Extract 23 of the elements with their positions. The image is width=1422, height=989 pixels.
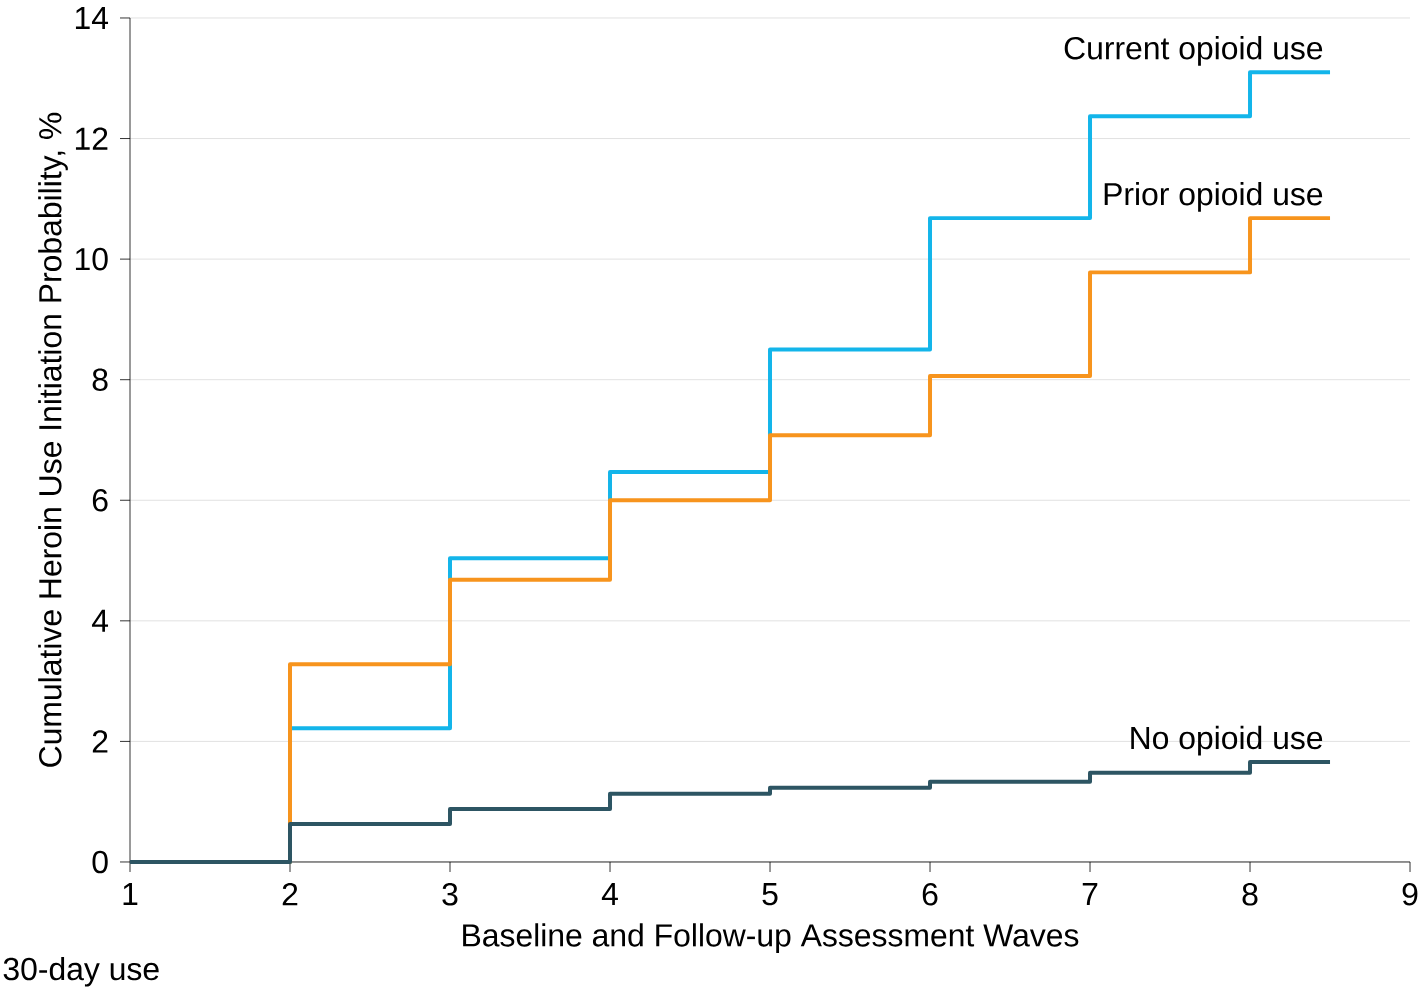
x-tick-label: 6 [922, 883, 938, 906]
x-tick-label: 1 [123, 883, 138, 905]
x-axis-title: Baseline and Follow-up Assessment Waves [463, 923, 1079, 953]
y-tick-label: 4 [91, 609, 109, 632]
x-tick-label: 2 [282, 883, 298, 906]
series-label: Current opioid use [1064, 36, 1323, 66]
y-tick-label: 10 [75, 247, 108, 271]
y-tick-label: 8 [92, 368, 108, 391]
y-tick-label: 14 [75, 7, 109, 29]
y-tick-label: 6 [92, 488, 108, 512]
y-tick-label: 0 [92, 850, 108, 874]
x-tick-label: 8 [1242, 883, 1258, 906]
x-tick-label: 9 [1402, 883, 1418, 906]
y-axis-title: Cumulative Heroin Use Initiation Probability, % [38, 112, 68, 767]
series-label: Prior opioid use [1104, 182, 1323, 212]
x-tick-label: 3 [442, 883, 458, 906]
y-tick-label: 2 [92, 730, 108, 753]
x-tick-label: 5 [762, 883, 778, 906]
y-tick-label: 12 [75, 127, 108, 150]
series-label: No opioid use [1131, 725, 1323, 756]
x-tick-label: 4 [601, 883, 618, 905]
text: 30-day use [3, 956, 159, 987]
x-tick-label: 7 [1082, 883, 1098, 905]
